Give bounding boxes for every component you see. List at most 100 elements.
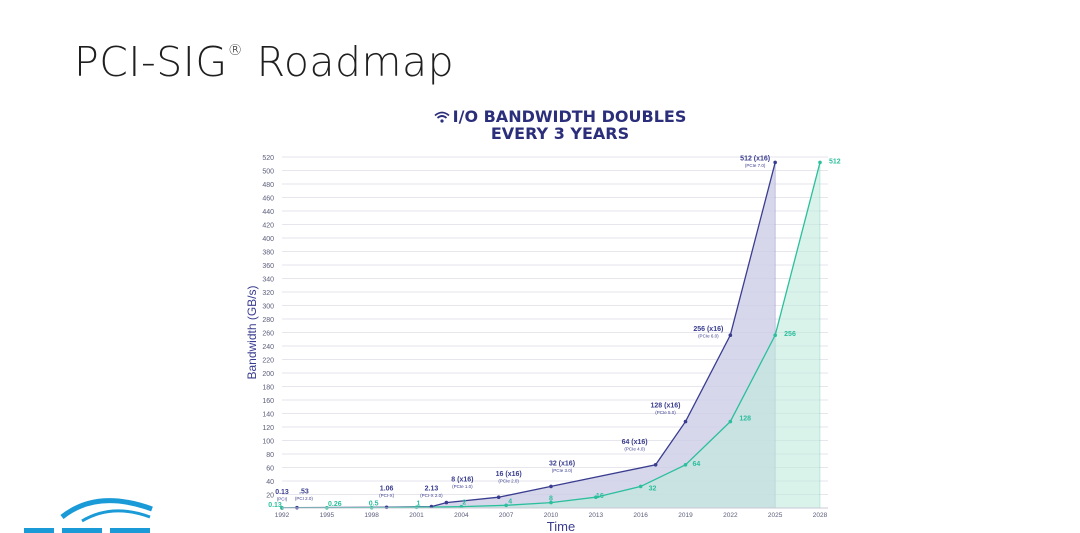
data-point [728, 333, 733, 338]
data-sublabel: (PCIe 1.0) [452, 484, 473, 489]
y-tick-label: 480 [262, 182, 274, 189]
x-tick-label: 2007 [499, 512, 514, 519]
data-sublabel: (PCIe 7.0) [745, 163, 766, 168]
data-sublabel: (PCI) [277, 496, 288, 501]
data-sublabel: (PCI 2.0) [295, 496, 314, 501]
data-label: 0.13 [275, 489, 289, 496]
axes: 20 40 60 80 100 120 140 160 180 200 220 240 260 280 30… [245, 155, 828, 533]
y-tick-label: 280 [262, 317, 274, 324]
x-tick-label: 1992 [275, 512, 290, 519]
x-tick-label: 2019 [678, 512, 693, 519]
data-label: 128 (x16) [651, 403, 681, 410]
data-point [429, 504, 434, 509]
y-tick-label: 60 [266, 466, 274, 473]
data-point [773, 160, 777, 165]
y-tick-label: 260 [262, 331, 274, 338]
data-point [818, 160, 822, 165]
chart-heading: I/O BANDWIDTH DOUBLES EVERY 3 YEARS [390, 108, 730, 142]
x-tick-label: 2001 [409, 512, 424, 519]
data-point [728, 419, 733, 424]
data-label: 512 [829, 158, 841, 165]
data-sublabel: (PCIe 2.0) [498, 479, 519, 484]
data-sublabel: (PCI-X) [379, 493, 395, 498]
data-label: 0.26 [328, 501, 342, 508]
y-tick-label: 80 [266, 452, 274, 459]
y-tick-label: 140 [262, 412, 274, 419]
data-point [549, 500, 553, 505]
y-tick-label: 440 [262, 209, 274, 216]
y-tick-label: 400 [262, 236, 274, 243]
data-sublabel: (PCIe 4.0) [624, 446, 645, 451]
data-label: 512 (x16) [740, 155, 770, 162]
y-tick-label: 420 [262, 223, 274, 230]
y-tick-label: 380 [262, 250, 274, 257]
data-label: 0.13 [268, 502, 282, 509]
wifi-icon [434, 111, 450, 123]
registered-mark: ® [227, 41, 244, 60]
x-axis-title: Time [547, 519, 575, 533]
data-point [444, 500, 449, 505]
data-label: 64 (x16) [622, 439, 648, 446]
data-label: 0.5 [369, 501, 379, 508]
x-tick-label: 2010 [544, 512, 559, 519]
data-point [683, 463, 688, 467]
data-label: 4 [508, 498, 512, 505]
x-tick-label: 1998 [364, 512, 379, 519]
y-tick-label: 100 [262, 439, 274, 446]
y-tick-label: 180 [262, 385, 274, 392]
y-tick-label: 320 [262, 290, 274, 297]
data-label: 16 (x16) [496, 471, 522, 478]
chart-heading-line1: I/O BANDWIDTH DOUBLES [390, 108, 730, 125]
y-tick-label: 520 [262, 155, 274, 162]
data-label: 128 [739, 416, 751, 423]
data-label: 2 [462, 500, 466, 507]
y-tick-label: 200 [262, 371, 274, 378]
data-labels: 0.13(PCI).53(PCI 2.0)1.06(PCI-X)2.13(PCI… [268, 155, 841, 509]
data-point [653, 463, 658, 467]
data-point [773, 333, 777, 338]
x-tick-label: 2013 [589, 512, 604, 519]
y-tick-label: 240 [262, 344, 274, 351]
data-point [594, 495, 598, 500]
y-tick-label: 460 [262, 196, 274, 203]
series-area [282, 162, 820, 508]
data-sublabel: (PCIe 6.0) [698, 334, 719, 339]
data-label: 8 (x16) [451, 477, 473, 484]
data-point [549, 484, 553, 489]
y-axis-title: Bandwidth (GB/s) [245, 285, 259, 379]
y-tick-label: 220 [262, 358, 274, 365]
data-point [638, 484, 643, 489]
slide-title: PCI-SIG® Roadmap [74, 38, 455, 86]
y-tick-label: 40 [266, 479, 274, 486]
y-tick-label: 20 [266, 493, 274, 500]
y-tick-label: 300 [262, 304, 274, 311]
data-label: 32 (x16) [549, 460, 575, 467]
data-sublabel: (PCIe 3.0) [552, 468, 573, 473]
company-logo [24, 498, 153, 533]
data-point [504, 503, 508, 508]
x-tick-label: 2022 [723, 512, 738, 519]
data-label: 16 [596, 493, 604, 500]
y-tick-label: 500 [262, 169, 274, 176]
y-tick-label: 120 [262, 425, 274, 432]
data-label: 1.06 [380, 485, 394, 492]
x-tick-label: 2028 [813, 512, 828, 519]
data-label: 2.13 [425, 486, 439, 493]
areas [282, 162, 821, 508]
x-tick-label: 2004 [454, 512, 469, 519]
y-tick-label: 160 [262, 398, 274, 405]
data-label: 64 [693, 461, 701, 468]
y-tick-label: 360 [262, 263, 274, 270]
data-label: 32 [649, 485, 657, 492]
data-sublabel: (PCIe 5.0) [655, 410, 676, 415]
x-tick-label: 2025 [768, 512, 783, 519]
data-sublabel: (PCI-X 2.0) [420, 493, 443, 498]
x-tick-label: 1995 [320, 512, 335, 519]
y-tick-label: 340 [262, 277, 274, 284]
data-label: 8 [549, 496, 553, 503]
data-point [384, 505, 389, 510]
data-point [496, 495, 501, 500]
data-label: 256 [784, 331, 796, 338]
x-tick-label: 2016 [633, 512, 648, 519]
